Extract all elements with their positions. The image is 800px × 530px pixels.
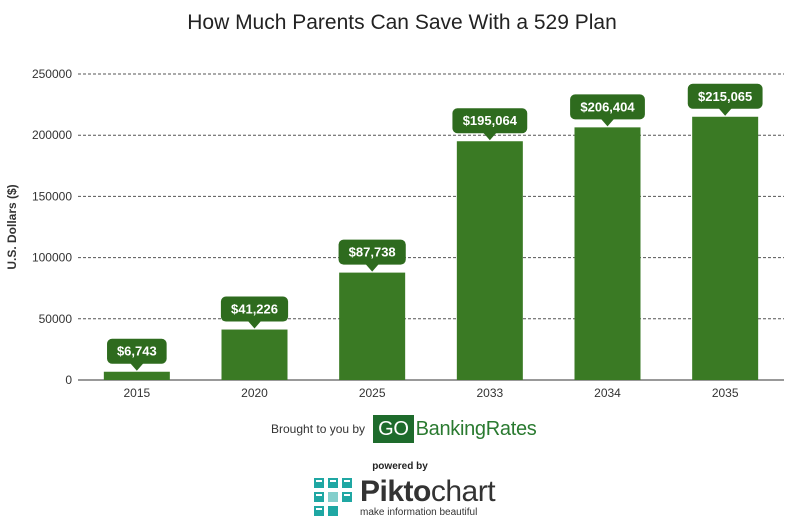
data-label-text: $215,065 [698,89,752,104]
y-axis-label: U.S. Dollars ($) [5,184,19,269]
gobankingrates-logo: GO BankingRates [373,415,537,443]
data-label-text: $195,064 [463,113,518,128]
x-tick-label: 2034 [594,386,621,400]
bar [692,116,759,380]
x-tick-label: 2015 [123,386,150,400]
data-label-text: $6,743 [117,344,157,359]
brand-box-text: GO [373,415,414,443]
bar [574,127,641,380]
data-label-text: $206,404 [580,99,635,114]
x-tick-label: 2025 [359,386,386,400]
x-tick-label: 2020 [241,386,268,400]
y-tick-label: 200000 [32,128,72,142]
piktochart-tagline: make information beautiful [360,507,478,518]
credit-text: Brought to you by [271,422,366,436]
y-tick-label: 250000 [32,67,72,81]
data-label: $206,404 [570,94,645,127]
piktochart-icon [312,476,354,518]
y-tick-label: 150000 [32,189,72,203]
data-label-text: $41,226 [231,302,278,317]
bar [221,329,288,380]
bar [339,272,406,380]
x-tick-label: 2033 [476,386,503,400]
data-label: $41,226 [220,296,289,329]
piktochart-wordmark: Piktochart [360,475,496,508]
data-label-text: $87,738 [349,245,396,260]
bar [456,141,523,380]
chart-title: How Much Parents Can Save With a 529 Pla… [187,11,617,34]
data-label: $87,738 [338,239,406,272]
powered-by-text: powered by [372,461,428,472]
data-label: $215,065 [687,83,763,116]
bar-chart: How Much Parents Can Save With a 529 Pla… [5,11,784,400]
sponsor-credit: Brought to you by GO BankingRates [271,414,537,444]
x-tick-label: 2035 [712,386,739,400]
data-label: $6,743 [107,338,167,371]
y-tick-label: 0 [65,373,72,387]
bar [103,371,170,380]
y-tick-label: 50000 [39,312,73,326]
brand-rest-text: BankingRates [415,418,537,440]
y-tick-label: 100000 [32,251,72,265]
data-label: $195,064 [452,108,528,141]
piktochart-logo: Piktochart make information beautiful [312,475,496,518]
